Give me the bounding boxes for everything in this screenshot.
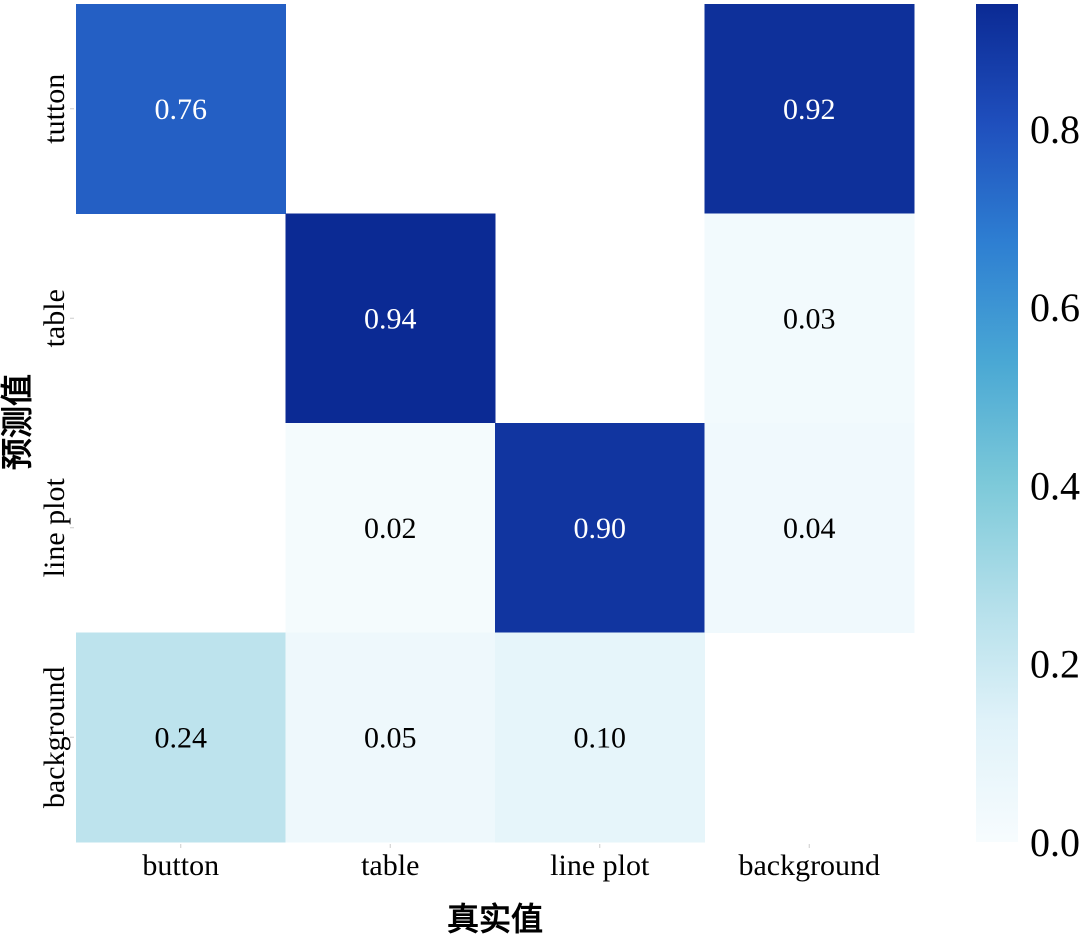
y-tick-label: table — [38, 289, 71, 347]
colorbar-tick-label: 0.0 — [1030, 820, 1080, 865]
heatmap-cell — [704, 423, 915, 633]
cell-value-label: 0.94 — [364, 302, 417, 335]
x-tick-label: background — [738, 849, 880, 882]
cell-value-label: 0.76 — [155, 93, 208, 126]
heatmap-cell — [76, 4, 286, 214]
x-tick-label: table — [361, 849, 419, 882]
colorbar-gradient — [976, 4, 1018, 842]
cell-value-label: 0.92 — [783, 93, 836, 126]
heatmap-cell — [285, 213, 496, 424]
cell-value-label: 0.24 — [155, 721, 208, 754]
x-axis-title: 真实值 — [447, 900, 543, 938]
cell-value-label: 0.02 — [364, 512, 417, 545]
colorbar-tick-label: 0.2 — [1030, 642, 1080, 687]
heatmap-cell — [495, 632, 705, 843]
colorbar-tick-label: 0.8 — [1030, 107, 1080, 152]
x-tick-label: line plot — [550, 849, 650, 882]
cell-value-label: 0.04 — [783, 512, 836, 545]
y-tick-label: tutton — [38, 74, 71, 144]
cell-value-label: 0.03 — [783, 302, 836, 335]
heatmap-cell — [76, 632, 286, 843]
heatmap-cell — [495, 423, 705, 633]
x-axis-ticks: button table line plot background — [142, 844, 880, 882]
cell-value-label: 0.05 — [364, 721, 417, 754]
heatmap-cells — [76, 4, 915, 843]
y-axis-ticks: tutton table line plot background — [38, 74, 74, 808]
heatmap-cell — [704, 4, 915, 214]
heatmap-cell-labels: 0.76 0.92 0.94 0.03 0.02 0.90 0.04 0.24 0.05 0.10 — [155, 93, 836, 755]
y-axis-title: 预测值 — [0, 374, 36, 470]
x-tick-label: button — [142, 849, 219, 882]
heatmap-cell — [285, 423, 496, 633]
heatmap-cell — [704, 213, 915, 424]
colorbar: 0.0 0.2 0.4 0.6 0.8 — [976, 4, 1080, 865]
cell-value-label: 0.90 — [574, 512, 627, 545]
y-tick-label: background — [38, 666, 71, 808]
cell-value-label: 0.10 — [574, 721, 627, 754]
heatmap-cell — [285, 632, 496, 843]
y-tick-label: line plot — [38, 478, 71, 578]
colorbar-tick-label: 0.6 — [1030, 285, 1080, 330]
colorbar-tick-label: 0.4 — [1030, 463, 1080, 508]
